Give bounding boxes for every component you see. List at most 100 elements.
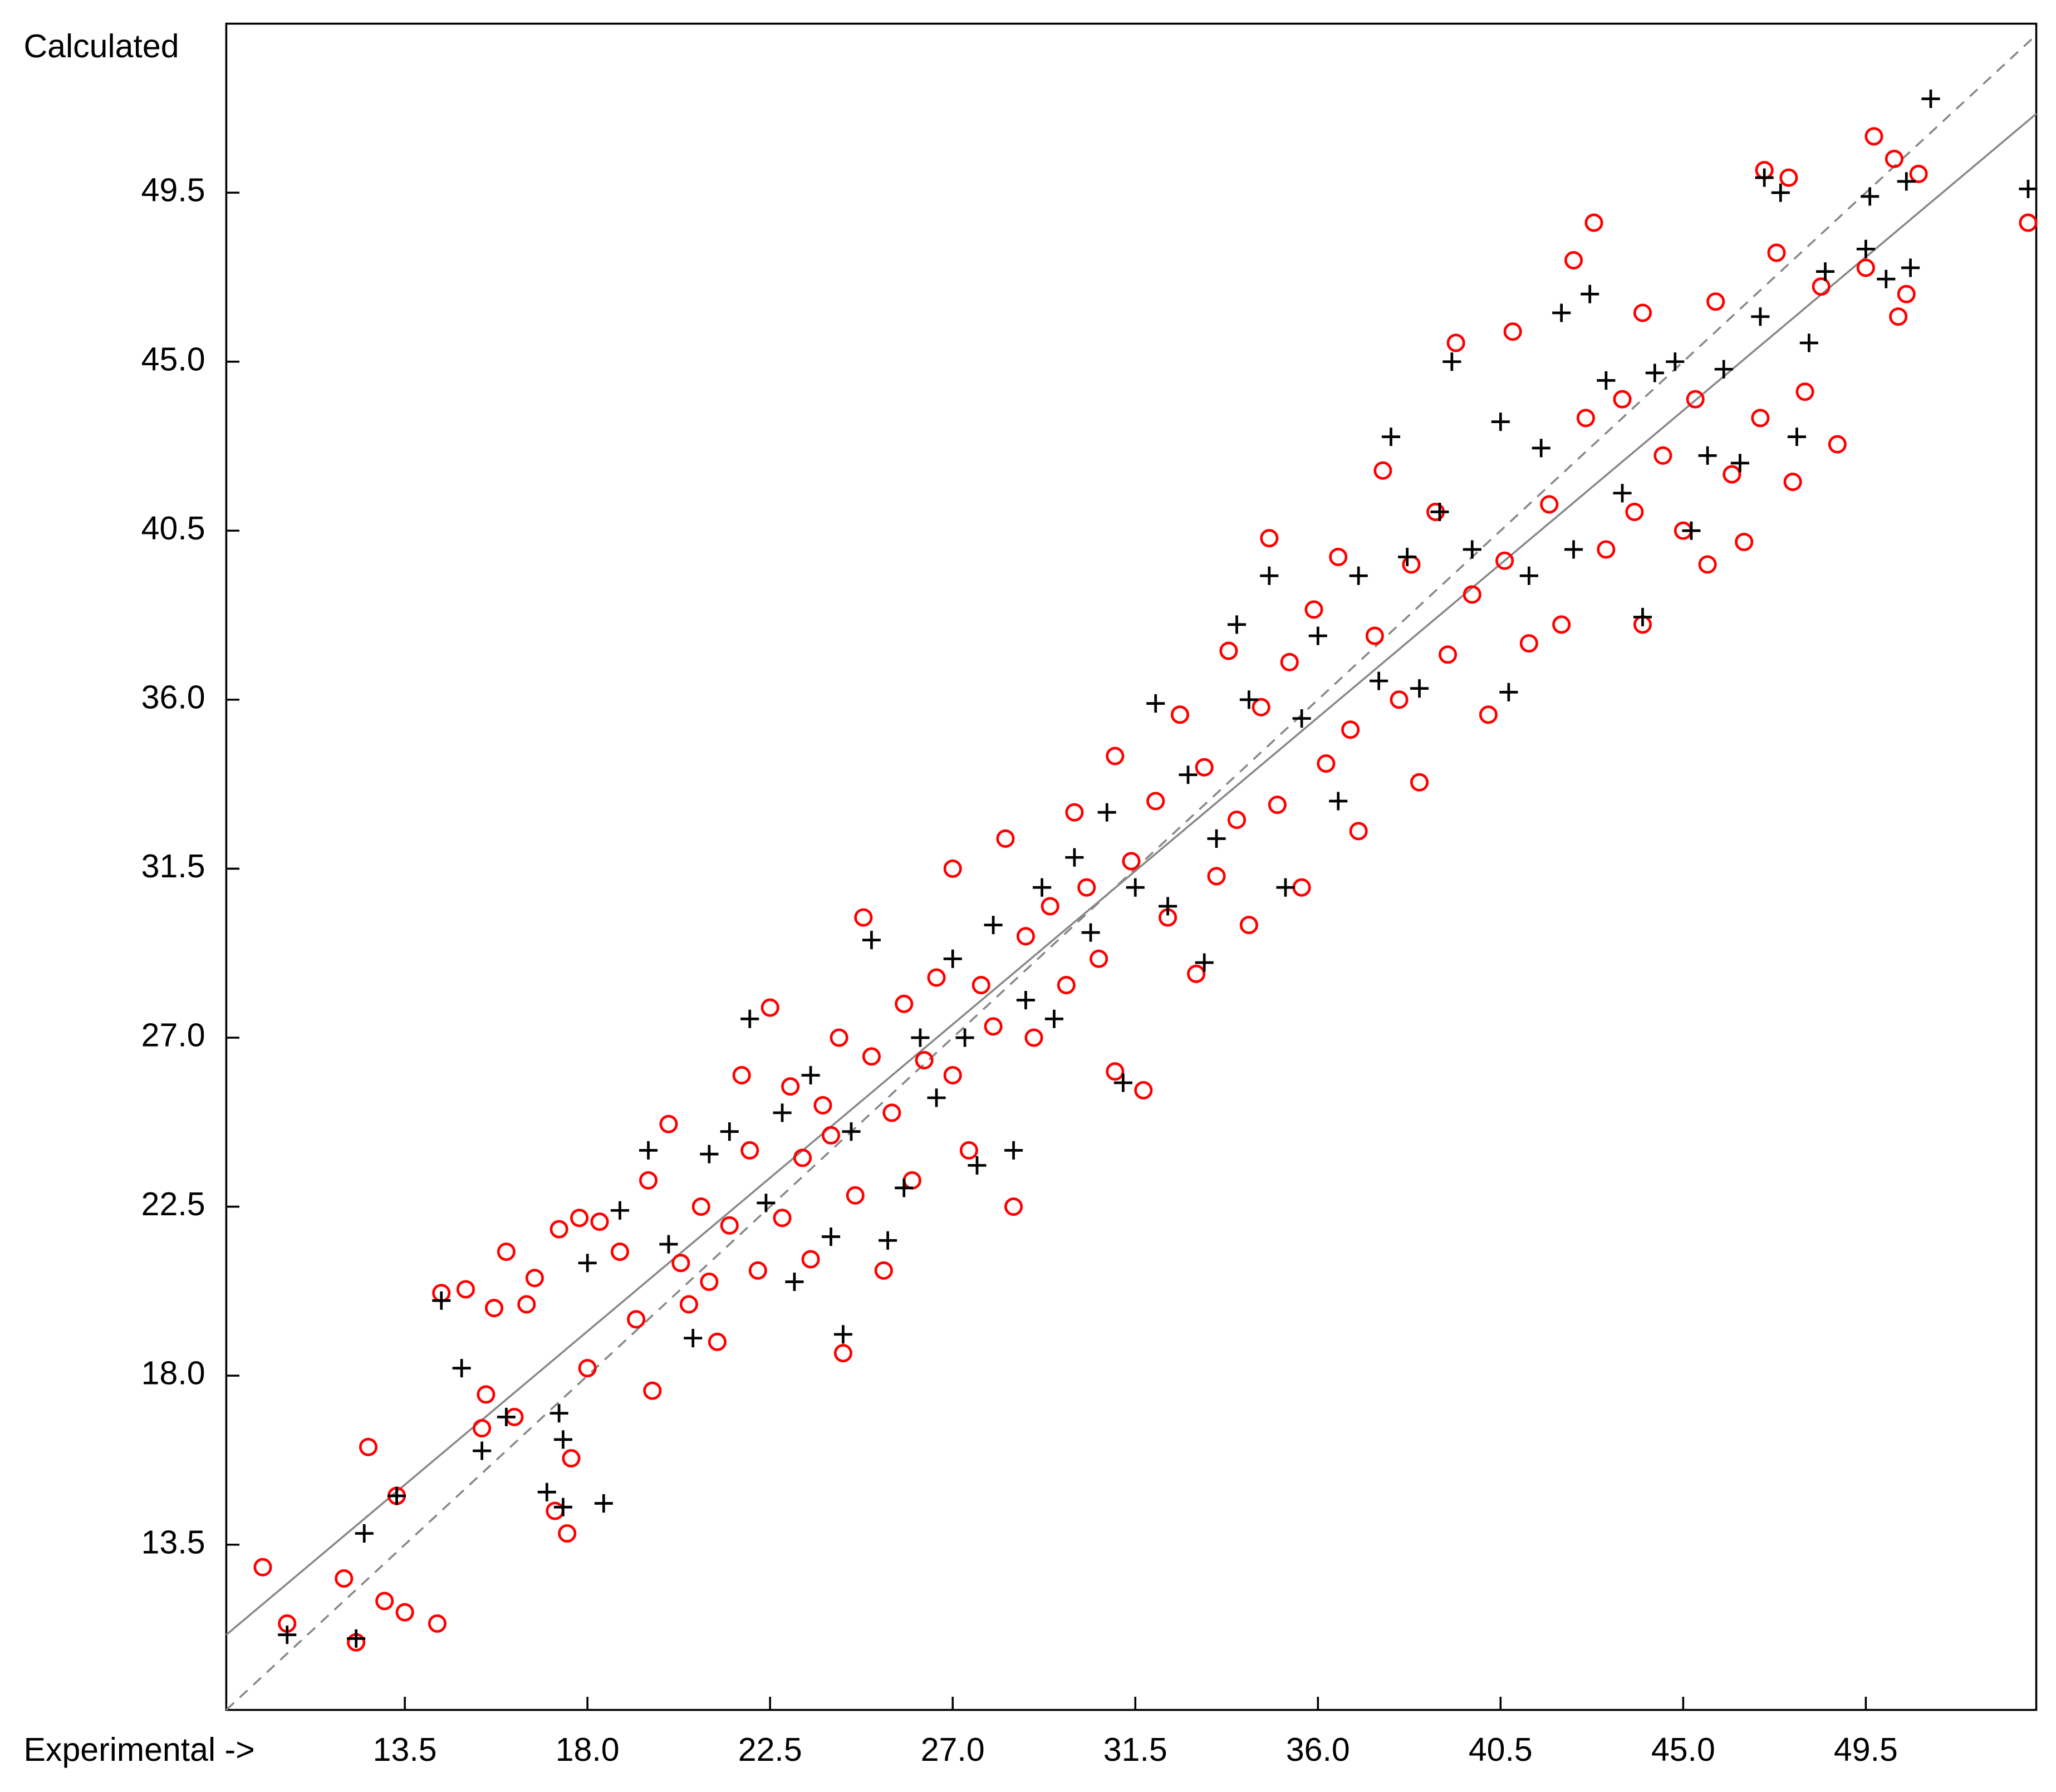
plus-marker: [968, 1156, 987, 1175]
circle-marker: [525, 1269, 544, 1288]
plus-marker: [1081, 923, 1100, 942]
circle-marker: [1268, 796, 1287, 814]
circle-marker: [570, 1209, 589, 1228]
circle-marker: [2019, 213, 2038, 232]
plus-marker: [347, 1629, 366, 1648]
y-axis-label: Calculated: [24, 28, 179, 65]
x-tick-label: 22.5: [738, 1731, 802, 1768]
x-tick-label: 40.5: [1469, 1731, 1533, 1768]
circle-marker: [691, 1197, 710, 1216]
circle-marker: [1625, 502, 1644, 522]
circle-marker: [700, 1272, 719, 1292]
plus-marker: [1276, 878, 1295, 897]
plus-marker: [700, 1145, 719, 1163]
circle-marker: [1735, 532, 1754, 552]
circle-marker: [822, 1126, 841, 1145]
circle-marker: [1897, 284, 1916, 303]
x-tick-label: 13.5: [373, 1731, 437, 1768]
circle-marker: [1004, 1197, 1023, 1216]
plus-marker: [553, 1498, 572, 1516]
y-tick-label: 45.0: [141, 341, 205, 377]
plus-marker: [1751, 307, 1770, 326]
circle-marker: [253, 1558, 272, 1577]
plus-marker: [473, 1441, 492, 1460]
plus-marker: [720, 1122, 739, 1141]
plus-marker: [1730, 454, 1749, 473]
plus-marker: [879, 1231, 897, 1250]
circle-marker: [395, 1603, 414, 1622]
circle-marker: [1024, 1028, 1043, 1047]
circle-marker: [854, 908, 873, 927]
circle-marker: [862, 1047, 881, 1066]
y-tick-label: 49.5: [141, 172, 205, 209]
circle-marker: [1252, 698, 1270, 716]
circle-marker: [1885, 149, 1903, 168]
circle-marker: [671, 1254, 690, 1273]
plus-marker: [553, 1430, 572, 1449]
circle-marker: [732, 1066, 751, 1084]
plus-marker: [1370, 671, 1388, 690]
plus-marker: [387, 1486, 406, 1505]
circle-marker: [1207, 867, 1226, 886]
plus-marker: [278, 1626, 297, 1644]
circle-marker: [1463, 585, 1481, 604]
plus-marker: [1633, 607, 1652, 626]
circle-marker: [1479, 705, 1498, 724]
plus-marker: [943, 949, 962, 968]
x-tick-label: 45.0: [1651, 1731, 1715, 1768]
circle-marker: [335, 1569, 354, 1588]
plus-marker: [1260, 566, 1279, 585]
circle-marker: [1365, 626, 1384, 645]
plus-marker: [1146, 694, 1165, 713]
plus-marker: [432, 1291, 451, 1310]
circle-marker: [1767, 243, 1786, 262]
circle-marker: [1783, 473, 1802, 492]
circle-marker: [1065, 803, 1084, 822]
plus-marker: [639, 1141, 658, 1160]
circle-marker: [1503, 322, 1522, 341]
y-tick-label: 22.5: [141, 1186, 205, 1223]
circle-marker: [562, 1449, 581, 1468]
circle-marker: [813, 1096, 832, 1115]
plus-marker: [1799, 333, 1818, 352]
circle-marker: [1219, 641, 1238, 660]
circle-marker: [1828, 435, 1847, 454]
plus-marker: [773, 1103, 792, 1122]
plus-marker: [1329, 792, 1348, 811]
plus-marker: [1227, 615, 1247, 634]
circle-marker: [1057, 976, 1076, 995]
plus-marker: [833, 1325, 852, 1344]
circle-marker: [1779, 168, 1798, 187]
circle-marker: [915, 1050, 934, 1070]
circle-marker: [1795, 382, 1814, 401]
circle-marker: [1239, 916, 1258, 935]
plus-marker: [1921, 89, 1940, 108]
plus-marker: [842, 1122, 861, 1141]
plus-marker: [1532, 439, 1550, 458]
plus-marker: [1645, 364, 1664, 382]
circle-marker: [846, 1186, 865, 1205]
circle-marker: [1613, 390, 1632, 409]
circle-marker: [558, 1524, 577, 1543]
circle-marker: [943, 859, 962, 878]
circle-marker: [801, 1250, 820, 1269]
circle-marker: [1390, 690, 1409, 709]
circle-marker: [1909, 164, 1928, 183]
x-tick-label: 18.0: [556, 1731, 620, 1768]
reference-line: [225, 113, 2037, 1636]
circle-marker: [517, 1295, 536, 1314]
circle-marker: [1864, 127, 1883, 146]
circle-marker: [1077, 878, 1096, 897]
plus-marker: [1159, 897, 1177, 916]
plus-marker: [684, 1329, 703, 1348]
circle-marker: [1495, 551, 1514, 570]
x-axis-label: Experimental ->: [24, 1731, 255, 1768]
plus-marker: [1044, 1009, 1064, 1028]
plus-marker: [1771, 183, 1790, 202]
plus-marker: [594, 1494, 613, 1513]
circle-marker: [959, 1141, 978, 1160]
plus-marker: [927, 1088, 946, 1107]
plus-marker: [984, 916, 1003, 935]
circle-marker: [659, 1115, 678, 1133]
circle-marker: [793, 1148, 812, 1167]
